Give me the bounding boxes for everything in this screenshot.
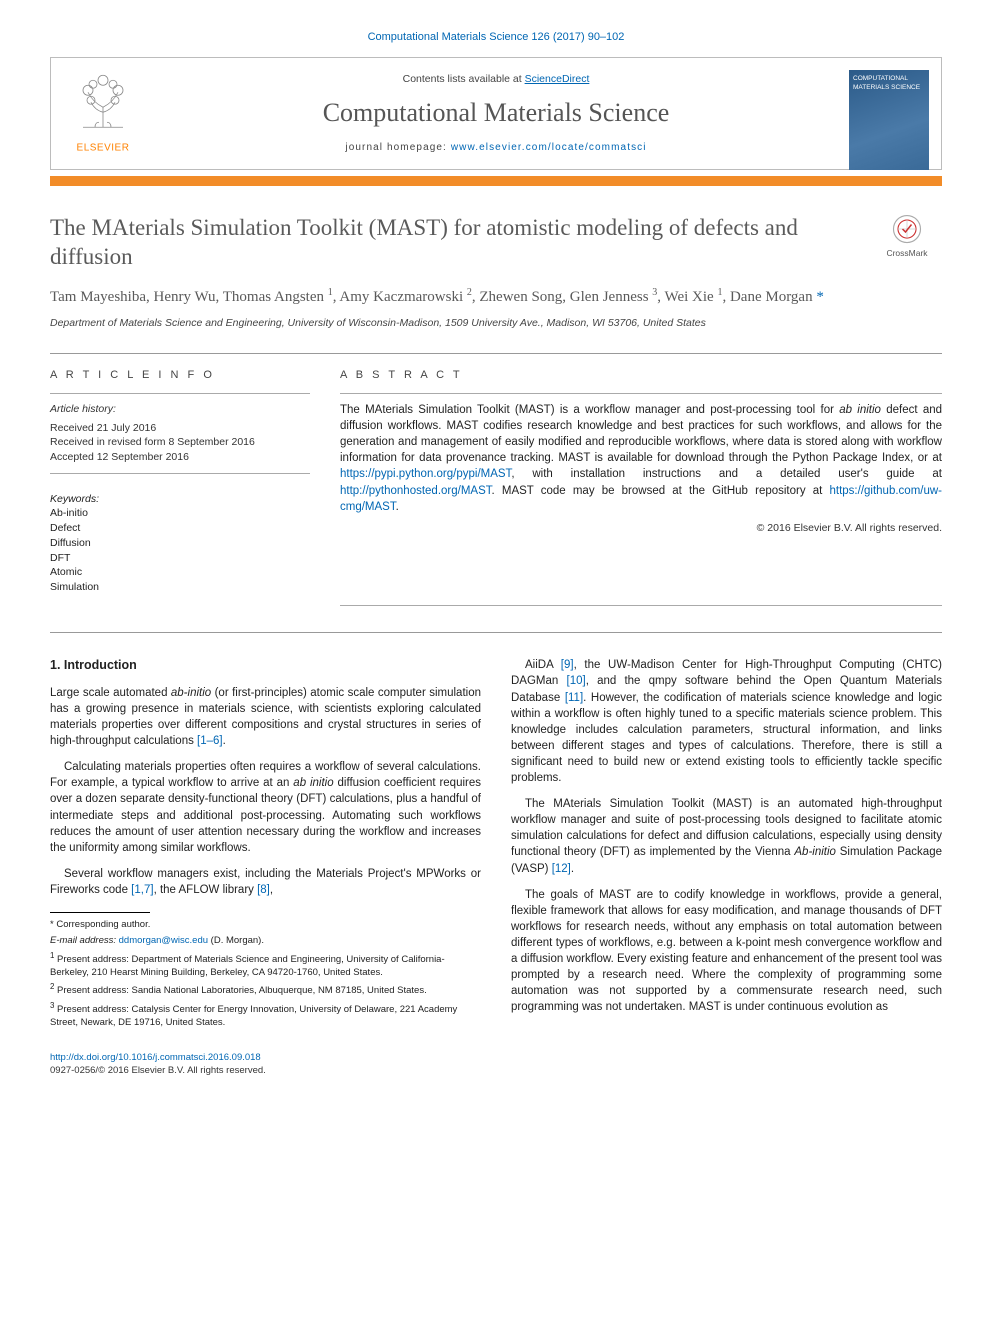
footnote-2-text: Present address: Sandia National Laborat… — [57, 986, 427, 997]
citation-link[interactable]: [9] — [561, 659, 574, 671]
citation-link[interactable]: [1–6] — [197, 735, 223, 747]
section-divider — [50, 632, 942, 633]
email-who: (D. Morgan). — [208, 935, 264, 946]
info-divider — [340, 605, 942, 606]
history-revised: Received in revised form 8 September 201… — [50, 435, 310, 450]
history-received: Received 21 July 2016 — [50, 421, 310, 436]
affiliation: Department of Materials Science and Engi… — [50, 316, 942, 331]
abstract-text: The MAterials Simulation Toolkit (MAST) … — [340, 402, 942, 515]
publisher-logo: ELSEVIER — [63, 72, 143, 156]
docs-link[interactable]: http://pythonhosted.org/MAST — [340, 485, 492, 497]
paper-title: The MAterials Simulation Toolkit (MAST) … — [50, 214, 860, 272]
keyword-item: Simulation — [50, 580, 310, 595]
keyword-item: Atomic — [50, 565, 310, 580]
journal-title: Computational Materials Science — [171, 95, 821, 131]
orange-divider-bar — [50, 176, 942, 186]
keyword-item: Ab-initio — [50, 506, 310, 521]
contents-available-line: Contents lists available at ScienceDirec… — [171, 72, 821, 87]
info-divider — [50, 473, 310, 474]
abs-end: . — [396, 501, 399, 513]
abs-ital: ab initio — [839, 404, 881, 416]
body-paragraph: The goals of MAST are to codify knowledg… — [511, 887, 942, 1016]
keywords-list: Ab-initioDefectDiffusionDFTAtomicSimulat… — [50, 506, 310, 594]
journal-reference: Computational Materials Science 126 (201… — [50, 30, 942, 45]
sciencedirect-link[interactable]: ScienceDirect — [525, 73, 590, 85]
footnote-divider — [50, 912, 150, 913]
author-list: Tam Mayeshiba, Henry Wu, Thomas Angsten … — [50, 286, 942, 308]
footnote-email: E-mail address: ddmorgan@wisc.edu (D. Mo… — [50, 935, 481, 948]
citation-link[interactable]: [1,7] — [131, 884, 153, 896]
keywords-label: Keywords: — [50, 492, 310, 507]
keyword-item: Defect — [50, 521, 310, 536]
cover-title: COMPUTATIONAL MATERIALS SCIENCE — [853, 74, 925, 92]
email-label: E-mail address: — [50, 935, 119, 946]
citation-link[interactable]: [11] — [565, 692, 583, 704]
info-divider — [50, 393, 310, 394]
homepage-pre: journal homepage: — [345, 142, 450, 153]
abs-mid3: . MAST code may be browsed at the GitHub… — [492, 485, 830, 497]
doi-link[interactable]: http://dx.doi.org/10.1016/j.commatsci.20… — [50, 1052, 261, 1063]
citation-link[interactable]: [8] — [257, 884, 270, 896]
body-paragraph: Calculating materials properties often r… — [50, 759, 481, 856]
history-label: Article history: — [50, 402, 310, 417]
footnote-1: 1 Present address: Department of Materia… — [50, 951, 481, 980]
footnote-corresponding: * Corresponding author. — [50, 919, 481, 932]
right-column: AiiDA [9], the UW-Madison Center for Hig… — [511, 657, 942, 1033]
section-divider — [50, 353, 942, 354]
crossmark-badge[interactable]: CrossMark — [872, 214, 942, 260]
abstract-copyright: © 2016 Elsevier B.V. All rights reserved… — [340, 521, 942, 536]
page-footer: http://dx.doi.org/10.1016/j.commatsci.20… — [50, 1051, 942, 1078]
section-1-head: 1. Introduction — [50, 657, 481, 675]
contents-pre: Contents lists available at — [403, 73, 525, 85]
keyword-item: Diffusion — [50, 536, 310, 551]
body-paragraph: The MAterials Simulation Toolkit (MAST) … — [511, 796, 942, 876]
journal-homepage-link[interactable]: www.elsevier.com/locate/commatsci — [451, 142, 647, 153]
footnote-3: 3 Present address: Catalysis Center for … — [50, 1001, 481, 1030]
article-info-head: A R T I C L E I N F O — [50, 368, 310, 383]
body-paragraph: AiiDA [9], the UW-Madison Center for Hig… — [511, 657, 942, 786]
journal-header-box: ELSEVIER Contents lists available at Sci… — [50, 57, 942, 170]
publisher-name: ELSEVIER — [63, 142, 143, 156]
history-accepted: Accepted 12 September 2016 — [50, 450, 310, 465]
footnote-2: 2 Present address: Sandia National Labor… — [50, 982, 481, 998]
citation-link[interactable]: [12] — [552, 863, 571, 875]
email-link[interactable]: ddmorgan@wisc.edu — [119, 935, 208, 946]
article-info-column: A R T I C L E I N F O Article history: R… — [50, 368, 310, 615]
citation-link[interactable]: [10] — [567, 675, 586, 687]
abs-pre: The MAterials Simulation Toolkit (MAST) … — [340, 404, 839, 416]
crossmark-icon — [892, 214, 922, 244]
body-paragraph: Several workflow managers exist, includi… — [50, 866, 481, 898]
abstract-column: A B S T R A C T The MAterials Simulation… — [340, 368, 942, 615]
keyword-item: DFT — [50, 551, 310, 566]
crossmark-label: CrossMark — [872, 248, 942, 260]
footer-copyright: 0927-0256/© 2016 Elsevier B.V. All right… — [50, 1065, 266, 1076]
footnote-1-text: Present address: Department of Materials… — [50, 954, 445, 978]
journal-cover-thumbnail: COMPUTATIONAL MATERIALS SCIENCE — [849, 70, 929, 170]
left-column: 1. Introduction Large scale automated ab… — [50, 657, 481, 1033]
abstract-head: A B S T R A C T — [340, 368, 942, 383]
elsevier-tree-icon — [73, 72, 133, 132]
footnote-3-text: Present address: Catalysis Center for En… — [50, 1005, 457, 1029]
pypi-link[interactable]: https://pypi.python.org/pypi/MAST — [340, 468, 511, 480]
journal-homepage-line: journal homepage: www.elsevier.com/locat… — [171, 141, 821, 155]
abs-mid2: , with installation instructions and a d… — [511, 468, 942, 480]
info-divider — [340, 393, 942, 394]
body-paragraph: Large scale automated ab-initio (or firs… — [50, 685, 481, 749]
